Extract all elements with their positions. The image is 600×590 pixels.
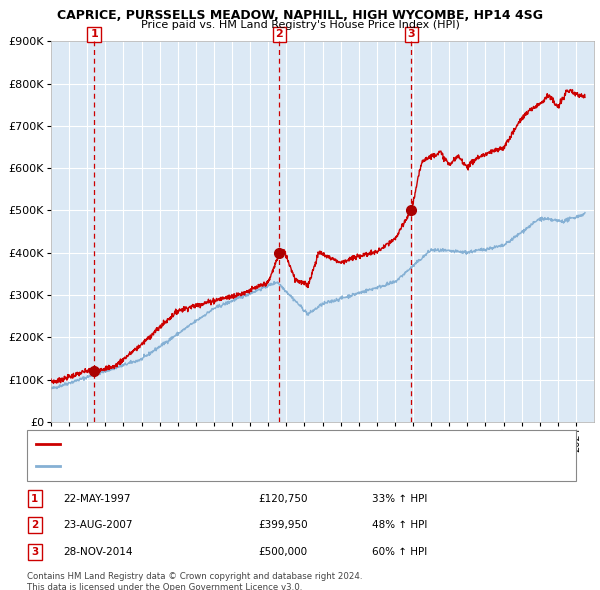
Text: 1: 1 (31, 494, 38, 503)
Text: 60% ↑ HPI: 60% ↑ HPI (372, 547, 427, 556)
Text: 48% ↑ HPI: 48% ↑ HPI (372, 520, 427, 530)
Text: £500,000: £500,000 (258, 547, 307, 556)
Text: 22-MAY-1997: 22-MAY-1997 (63, 494, 131, 503)
Text: Price paid vs. HM Land Registry's House Price Index (HPI): Price paid vs. HM Land Registry's House … (140, 20, 460, 30)
Text: £399,950: £399,950 (258, 520, 308, 530)
Text: 33% ↑ HPI: 33% ↑ HPI (372, 494, 427, 503)
Text: This data is licensed under the Open Government Licence v3.0.: This data is licensed under the Open Gov… (27, 583, 302, 590)
Text: 2: 2 (275, 30, 283, 40)
Text: 3: 3 (31, 547, 38, 556)
Text: 2: 2 (31, 520, 38, 530)
Text: £120,750: £120,750 (258, 494, 308, 503)
Text: 23-AUG-2007: 23-AUG-2007 (63, 520, 133, 530)
Text: 28-NOV-2014: 28-NOV-2014 (63, 547, 133, 556)
Text: 3: 3 (407, 30, 415, 40)
Text: 1: 1 (90, 30, 98, 40)
Text: CAPRICE, PURSSELLS MEADOW, NAPHILL, HIGH WYCOMBE, HP14 4SG (semi-detached ho: CAPRICE, PURSSELLS MEADOW, NAPHILL, HIGH… (64, 439, 500, 449)
Text: CAPRICE, PURSSELLS MEADOW, NAPHILL, HIGH WYCOMBE, HP14 4SG: CAPRICE, PURSSELLS MEADOW, NAPHILL, HIGH… (57, 9, 543, 22)
Text: Contains HM Land Registry data © Crown copyright and database right 2024.: Contains HM Land Registry data © Crown c… (27, 572, 362, 581)
Text: HPI: Average price, semi-detached house, Buckinghamshire: HPI: Average price, semi-detached house,… (64, 461, 356, 471)
